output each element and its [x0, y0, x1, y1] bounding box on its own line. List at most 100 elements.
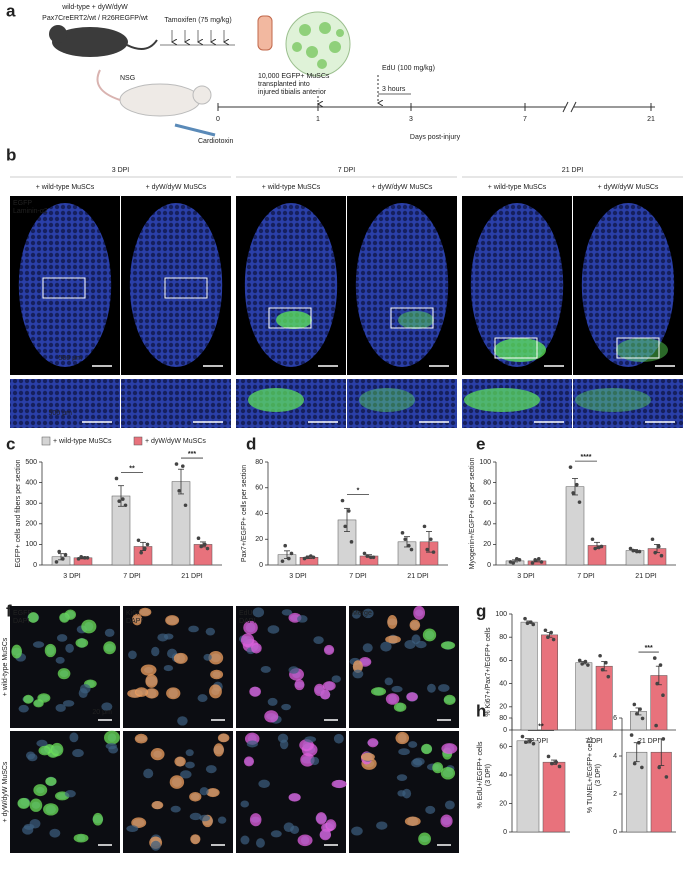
- nucleus: [143, 768, 154, 779]
- data-point: [199, 544, 203, 549]
- data-point: [196, 536, 201, 541]
- stained-cell: [50, 742, 64, 757]
- stained-cell: [208, 650, 224, 665]
- panel-label: f: [6, 601, 12, 620]
- y-tick-label: 40: [499, 772, 507, 779]
- data-point: [311, 555, 316, 560]
- tissue: [18, 203, 112, 367]
- stained-cell: [251, 642, 262, 654]
- donor-tail: [126, 39, 158, 50]
- stained-cell: [387, 615, 398, 629]
- nucleus: [267, 625, 280, 634]
- data-point: [145, 542, 150, 547]
- nucleus: [391, 685, 403, 693]
- egfp-signal: [575, 388, 651, 412]
- timeline-break: [562, 101, 577, 113]
- data-point: [407, 543, 411, 548]
- zoom-image: [573, 379, 683, 428]
- channel-label: EdU: [239, 610, 253, 617]
- data-point: [523, 740, 528, 745]
- nucleus: [177, 716, 188, 726]
- data-point: [347, 509, 351, 513]
- y-axis-label: (3 DPI): [595, 764, 602, 786]
- nucleus: [62, 700, 75, 707]
- counterstain-label: DAPI: [126, 618, 142, 625]
- data-point: [659, 553, 664, 558]
- stained-cell: [92, 812, 103, 826]
- nucleus: [180, 770, 192, 779]
- y-tick-label: 20: [255, 536, 263, 543]
- nucleus: [404, 639, 416, 649]
- data-point: [425, 547, 430, 552]
- data-point: [635, 549, 639, 554]
- data-point: [117, 499, 121, 503]
- legend-label: + wild-type MuSCs: [53, 438, 112, 445]
- transplant-label: transplanted into: [258, 81, 310, 88]
- stained-cell: [243, 620, 258, 635]
- stained-cell: [189, 792, 202, 802]
- significance-label: **: [538, 723, 544, 730]
- stained-cell: [43, 803, 59, 816]
- nucleus: [376, 821, 388, 830]
- data-point: [606, 674, 611, 679]
- nucleus: [36, 739, 48, 747]
- scale-label: 500 μm: [59, 355, 83, 362]
- data-point: [593, 546, 597, 551]
- data-point: [640, 765, 644, 770]
- y-tick-label: 60: [499, 657, 507, 664]
- y-axis-label: Pax7+/EGFP+ cells per section: [241, 465, 248, 562]
- error-bar: [344, 507, 350, 532]
- stained-cell: [421, 743, 433, 755]
- timeline-day: 7: [523, 116, 527, 123]
- egfp-signal: [248, 388, 304, 412]
- condition-label: + dyW/dyW MuSCs: [146, 184, 207, 191]
- nucleus: [396, 774, 408, 782]
- stained-cell: [440, 814, 453, 828]
- nucleus: [217, 816, 227, 824]
- data-point: [63, 552, 68, 557]
- nucleus: [69, 732, 79, 743]
- zoom-box: [616, 337, 660, 359]
- egfp-signal: [616, 338, 668, 362]
- tissue: [470, 203, 564, 367]
- y-tick-label: 300: [25, 500, 37, 507]
- stained-cell: [73, 833, 89, 843]
- stained-cell: [29, 798, 43, 812]
- tissue: [244, 203, 338, 367]
- condition-label: + dyW/dyW MuSCs: [598, 184, 659, 191]
- nucleus: [304, 736, 317, 743]
- stained-cell: [418, 832, 431, 846]
- nucleus: [150, 840, 161, 851]
- bar: [595, 665, 613, 731]
- data-point: [520, 734, 525, 739]
- x-tick-label: 7 DPI: [585, 738, 603, 745]
- stained-cell: [33, 699, 44, 708]
- stained-cell: [103, 641, 116, 655]
- scale-label: 20 μm: [92, 709, 112, 716]
- nucleus: [260, 665, 271, 673]
- panel-label: h: [476, 701, 486, 720]
- data-point: [530, 561, 535, 565]
- egfp-signal: [276, 311, 312, 329]
- significance-label: ***: [645, 645, 653, 652]
- nucleus: [255, 838, 265, 848]
- significance-label: ***: [188, 451, 196, 458]
- nucleus: [101, 702, 113, 711]
- stained-cell: [17, 797, 30, 809]
- x-tick-label: 3 DPI: [517, 573, 535, 580]
- stained-cell: [75, 638, 89, 648]
- y-tick-label: 0: [259, 562, 263, 569]
- data-point: [283, 543, 288, 548]
- y-tick-label: 80: [499, 634, 507, 641]
- y-axis-label: EGFP+ cells and fibers per section: [15, 459, 22, 567]
- y-tick-label: 80: [255, 459, 263, 466]
- nucleus: [170, 805, 181, 813]
- stained-cell: [413, 605, 426, 620]
- data-point: [550, 761, 554, 766]
- data-point: [57, 549, 61, 554]
- data-point: [83, 555, 87, 560]
- data-point: [79, 554, 83, 559]
- stained-cell: [131, 817, 147, 828]
- nucleus: [362, 643, 373, 653]
- nucleus: [331, 675, 341, 683]
